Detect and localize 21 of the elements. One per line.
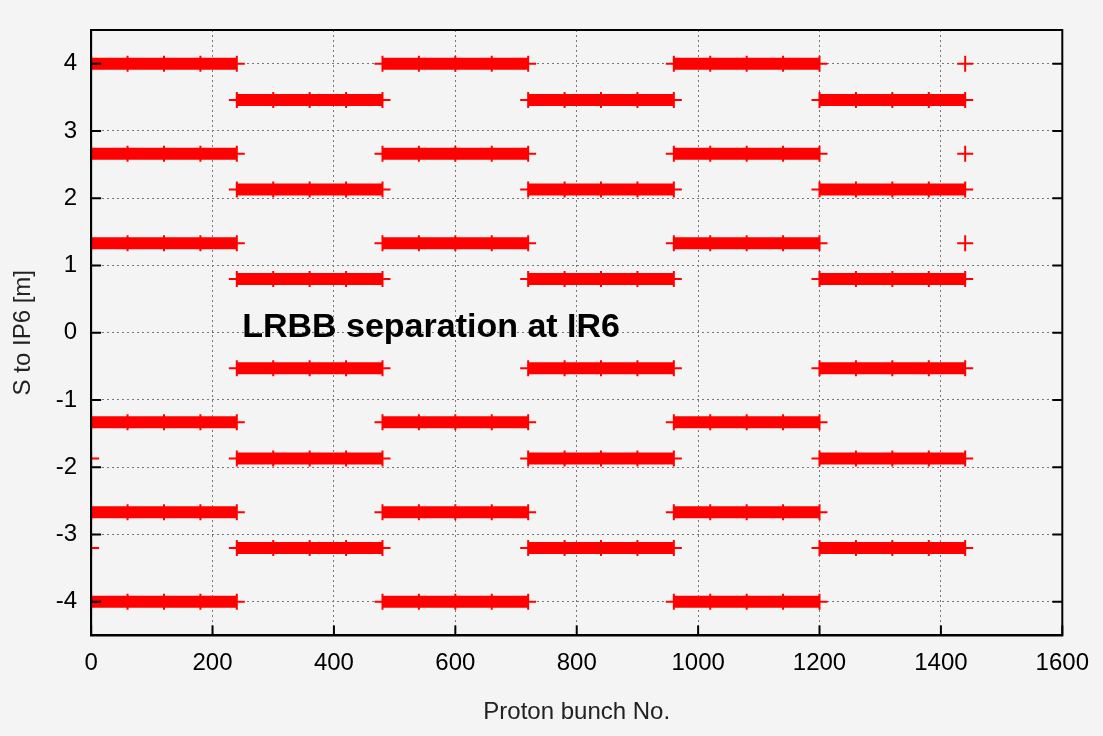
- y-tick-label: 0: [63, 317, 78, 345]
- x-tick-label: 800: [556, 648, 597, 676]
- y-tick-label: 4: [63, 48, 78, 76]
- x-tick-label: 1600: [1035, 648, 1089, 676]
- y-tick-label: -3: [55, 519, 78, 547]
- x-axis-title: Proton bunch No.: [483, 697, 671, 725]
- x-tick-label: 1000: [671, 648, 725, 676]
- x-tick-label: 600: [435, 648, 476, 676]
- x-tick-label: 200: [192, 648, 233, 676]
- x-tick-label: 1200: [792, 648, 847, 676]
- x-tick-label: 400: [313, 648, 354, 676]
- y-axis-title: S to IP6 [m]: [8, 270, 36, 396]
- y-tick-label: 2: [63, 182, 78, 210]
- y-tick-label: 3: [63, 115, 78, 143]
- y-tick-label: -4: [55, 586, 78, 614]
- x-tick-label: 0: [84, 648, 98, 676]
- y-tick-label: -2: [55, 451, 78, 479]
- x-tick-label: 1400: [914, 648, 968, 676]
- y-tick-label: 1: [63, 250, 78, 278]
- annotation: LRBB separation at IR6: [242, 306, 620, 345]
- y-tick-label: -1: [55, 384, 78, 412]
